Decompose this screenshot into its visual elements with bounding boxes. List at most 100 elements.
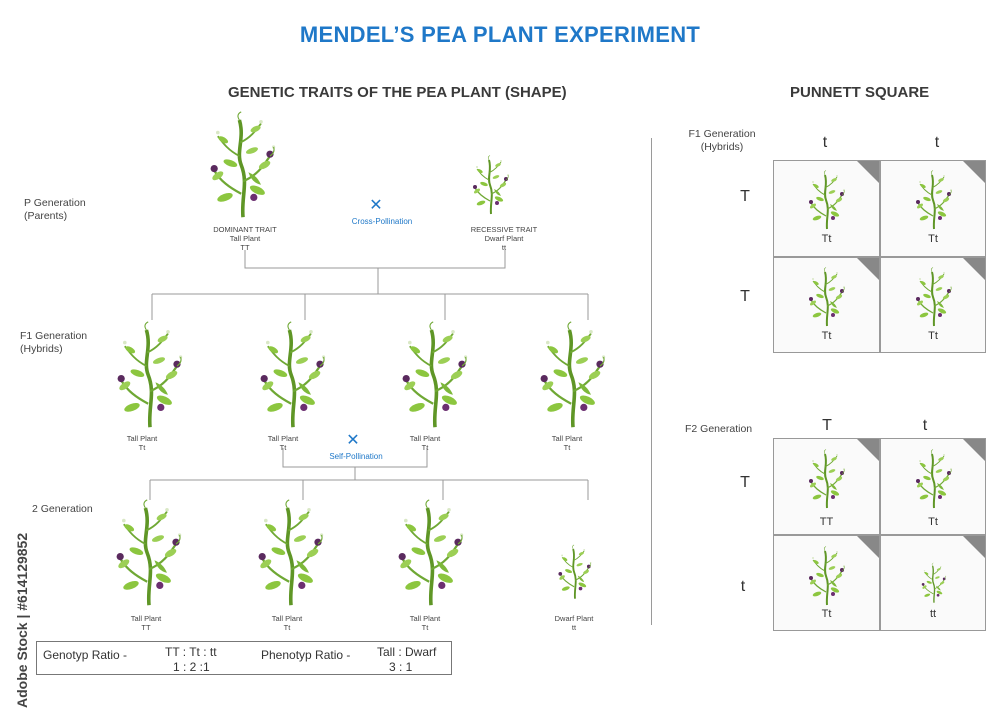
watermark-text: Adobe Stock | #614129852 — [14, 532, 30, 708]
f2-plant-3-caption: Tall Plant Tt — [380, 614, 470, 632]
punnett-f2-cell-3: Tt — [773, 535, 880, 631]
punnett-f2-cell-2: Tt — [880, 438, 986, 535]
dominant-plant-name: Tall Plant — [229, 234, 261, 243]
cell-genotype: Tt — [928, 233, 938, 245]
punnett-f1-row-allele-1: T — [740, 188, 750, 205]
genotype-ratio-header: TT : Tt : tt — [165, 645, 217, 659]
f1-plant-1-name: Tall Plant — [126, 434, 158, 443]
dominant-genotype: TT — [240, 243, 250, 252]
punnett-f1-title: F1 Generation — [688, 128, 756, 140]
f1-plant-2-genotype: Tt — [279, 443, 287, 452]
genotype-ratio-value: 1 : 2 :1 — [173, 660, 210, 674]
cell-plant-icon — [909, 169, 959, 231]
cell-genotype: Tt — [928, 330, 938, 342]
cell-plant-icon — [909, 447, 959, 511]
f1-plant-3-caption: Tall Plant Tt — [380, 434, 470, 452]
f2-plant-3-name: Tall Plant — [409, 614, 441, 623]
f1-plant-1-caption: Tall Plant Tt — [97, 434, 187, 452]
f1-plant-4 — [528, 316, 618, 434]
f1-plant-3-name: Tall Plant — [409, 434, 441, 443]
phenotype-ratio-value: 3 : 1 — [389, 660, 413, 674]
cell-genotype: Tt — [928, 516, 938, 528]
f1-generation-label: F1 Generation (Hybrids) — [20, 330, 87, 356]
f2-plant-1-caption: Tall Plant TT — [101, 614, 191, 632]
cell-plant-icon — [802, 266, 852, 328]
f1-plant-1 — [105, 316, 195, 434]
punnett-f1-row-allele-2: T — [740, 288, 750, 305]
corner-tab — [857, 258, 879, 280]
f1-generation-title: F1 Generation — [20, 330, 88, 342]
cell-genotype: Tt — [821, 608, 832, 620]
f1-plant-4-caption: Tall Plant Tt — [522, 434, 612, 452]
corner-tab — [963, 161, 985, 183]
cell-dwarf-plant-icon — [917, 560, 951, 606]
punnett-f2-label: F2 Generation — [685, 423, 753, 435]
cell-genotype: TT — [819, 516, 834, 528]
cell-genotype: Tt — [821, 330, 832, 342]
f2-plant-4-genotype: tt — [571, 623, 577, 632]
f1-plant-4-name: Tall Plant — [551, 434, 583, 443]
punnett-f2-cell-4: tt — [880, 535, 986, 631]
punnett-f1-col-allele-2: t — [934, 134, 940, 151]
f2-plant-1-name: Tall Plant — [130, 614, 162, 623]
section-divider — [651, 138, 652, 625]
recessive-plant-name: Dwarf Plant — [484, 234, 524, 243]
ratio-box: Genotyp Ratio - TT : Tt : tt 1 : 2 :1 Ph… — [36, 641, 452, 675]
f1-plant-1-genotype: Tt — [138, 443, 146, 452]
phenotype-ratio-header: Tall : Dwarf — [377, 645, 437, 659]
corner-tab — [857, 161, 879, 183]
phenotype-ratio-label: Phenotyp Ratio - — [261, 648, 351, 662]
punnett-f1-label: F1 Generation (Hybrids) — [677, 128, 767, 154]
f2-plant-2-caption: Tall Plant Tt — [242, 614, 332, 632]
self-cross-icon: ✕ — [346, 432, 360, 449]
f1-plant-3-genotype: Tt — [421, 443, 429, 452]
f1-plant-2-name: Tall Plant — [267, 434, 299, 443]
cross-pollination-label: Cross-Pollination — [351, 217, 413, 226]
p-generation-subtitle: (Parents) — [24, 210, 68, 222]
f2-plant-3-genotype: Tt — [421, 623, 429, 632]
f2-plant-1 — [104, 494, 194, 612]
f2-plant-3 — [386, 494, 476, 612]
traits-heading: GENETIC TRAITS OF THE PEA PLANT (SHAPE) — [228, 84, 567, 101]
punnett-f2-col-allele-2: t — [922, 417, 928, 434]
genotype-ratio-label: Genotyp Ratio - — [43, 648, 128, 662]
f2-plant-4-name: Dwarf Plant — [554, 614, 594, 623]
cell-genotype: Tt — [821, 233, 832, 245]
f2-plant-1-genotype: TT — [141, 623, 151, 632]
punnett-heading: PUNNETT SQUARE — [790, 84, 930, 101]
dominant-trait-label: DOMINANT TRAIT — [213, 225, 277, 234]
f1-plant-4-genotype: Tt — [563, 443, 571, 452]
corner-tab — [857, 536, 879, 558]
recessive-caption: RECESSIVE TRAIT Dwarf Plant tt — [459, 225, 549, 252]
corner-tab — [963, 536, 985, 558]
self-pollination-label: Self-Pollination — [329, 452, 383, 461]
punnett-f2-col-allele-1: T — [822, 417, 832, 434]
p-generation-label: P Generation (Parents) — [24, 197, 86, 223]
corner-tab — [857, 439, 879, 461]
f1-generation-subtitle: (Hybrids) — [20, 343, 63, 355]
dominant-caption: DOMINANT TRAIT Tall Plant TT — [200, 225, 290, 252]
cell-plant-icon — [802, 544, 852, 608]
f1-plant-2 — [248, 316, 338, 434]
punnett-f2-row-allele-2: t — [740, 578, 746, 595]
f1-plant-3 — [390, 316, 480, 434]
cross-icon: ✕ — [369, 197, 383, 214]
corner-tab — [963, 439, 985, 461]
punnett-f1-cell-4: Tt — [880, 257, 986, 353]
punnett-f2-row-allele-1: T — [740, 474, 750, 491]
f2-generation-label: 2 Generation — [32, 503, 93, 515]
cell-plant-icon — [909, 266, 959, 328]
f2-plant-2-name: Tall Plant — [271, 614, 303, 623]
recessive-genotype: tt — [501, 243, 507, 252]
cell-plant-icon — [802, 169, 852, 231]
f2-plant-4-caption: Dwarf Plant tt — [529, 614, 619, 632]
punnett-f1-cell-2: Tt — [880, 160, 986, 257]
f2-plant-2 — [246, 494, 336, 612]
punnett-f1-subtitle: (Hybrids) — [700, 141, 744, 153]
f1-plant-2-caption: Tall Plant Tt — [238, 434, 328, 452]
p-generation-title: P Generation — [24, 197, 86, 209]
f2-plant-2-genotype: Tt — [283, 623, 291, 632]
punnett-f2-cell-1: TT — [773, 438, 880, 535]
punnett-f1-cell-1: Tt — [773, 160, 880, 257]
